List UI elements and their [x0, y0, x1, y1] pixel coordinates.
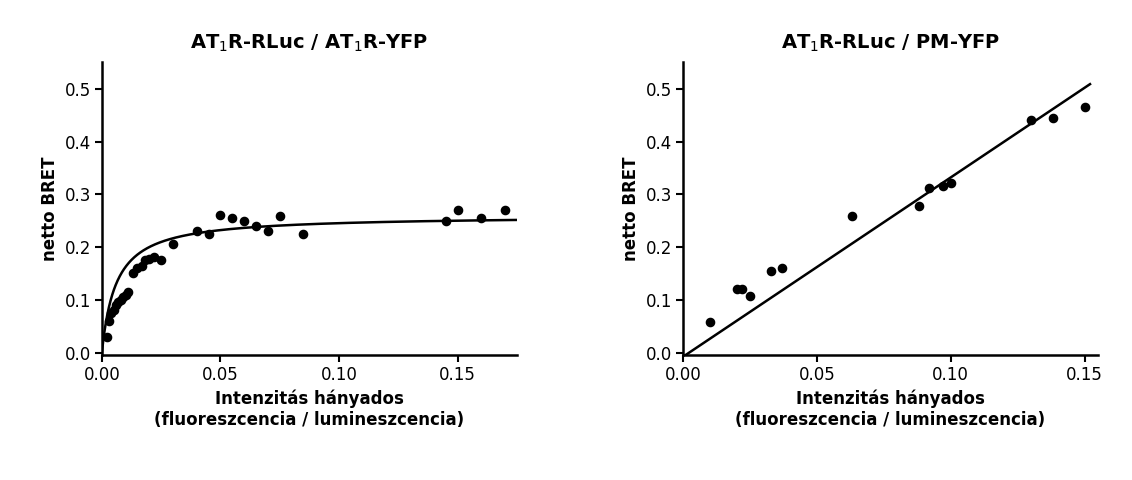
Point: [247, 222, 265, 230]
Point: [199, 230, 217, 238]
Point: [134, 262, 152, 269]
Point: [223, 214, 241, 222]
Point: [97, 333, 115, 341]
Point: [212, 212, 230, 219]
Point: [920, 184, 938, 192]
Point: [740, 292, 758, 300]
Point: [108, 301, 126, 309]
Point: [104, 307, 122, 314]
Point: [136, 256, 154, 264]
Y-axis label: netto BRET: netto BRET: [621, 156, 640, 261]
Point: [842, 213, 860, 220]
Point: [934, 182, 952, 190]
Y-axis label: netto BRET: netto BRET: [41, 156, 59, 261]
Point: [102, 309, 120, 317]
Point: [235, 217, 254, 225]
Point: [1075, 103, 1094, 111]
Point: [152, 256, 170, 264]
Point: [496, 206, 514, 214]
X-axis label: Intenzitás hányados
(fluoreszcencia / lumineszcencia): Intenzitás hányados (fluoreszcencia / lu…: [736, 390, 1046, 429]
Point: [437, 217, 455, 225]
Point: [114, 293, 132, 301]
Point: [448, 206, 466, 214]
Point: [100, 317, 118, 325]
Point: [188, 228, 206, 235]
Point: [294, 230, 312, 238]
Point: [773, 264, 791, 272]
Point: [110, 299, 128, 306]
X-axis label: Intenzitás hányados
(fluoreszcencia / lumineszcencia): Intenzitás hányados (fluoreszcencia / lu…: [154, 390, 464, 429]
Point: [271, 213, 289, 220]
Point: [701, 318, 719, 326]
Title: AT$_1$R-RLuc / AT$_1$R-YFP: AT$_1$R-RLuc / AT$_1$R-YFP: [190, 33, 429, 54]
Point: [942, 179, 960, 187]
Title: AT$_1$R-RLuc / PM-YFP: AT$_1$R-RLuc / PM-YFP: [781, 33, 1000, 54]
Point: [762, 267, 780, 275]
Point: [1022, 117, 1040, 124]
Point: [164, 240, 182, 248]
Point: [119, 288, 137, 296]
Point: [910, 202, 928, 210]
Point: [472, 214, 490, 222]
Point: [140, 255, 158, 263]
Point: [145, 252, 163, 260]
Point: [128, 264, 146, 272]
Point: [732, 286, 751, 293]
Point: [259, 228, 277, 235]
Point: [1044, 114, 1062, 121]
Point: [117, 291, 135, 299]
Point: [728, 286, 746, 293]
Point: [112, 296, 130, 304]
Point: [123, 270, 142, 277]
